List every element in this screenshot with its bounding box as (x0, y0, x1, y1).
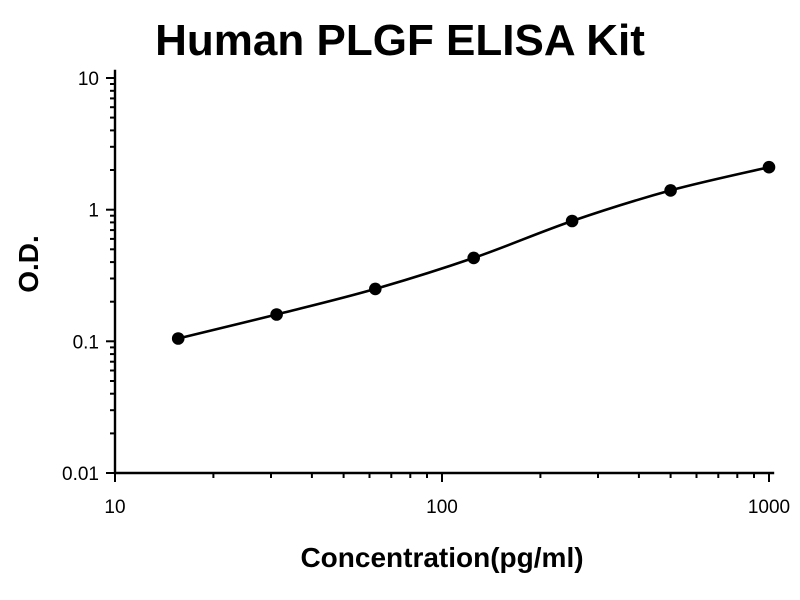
y-tick-label: 1 (88, 201, 99, 222)
data-point (664, 184, 677, 197)
x-tick-label: 1000 (748, 497, 790, 518)
data-point (171, 332, 185, 345)
tick-labels: 0.01 0.1 1 10 10 100 1000 (62, 69, 790, 518)
data-point (762, 160, 776, 174)
data-point (270, 308, 283, 321)
y-tick-label: 0.1 (73, 332, 99, 353)
x-axis-label: Concentration(pg/ml) (300, 542, 584, 573)
chart-title: Human PLGF ELISA Kit (155, 16, 645, 65)
y-tick-label: 10 (78, 69, 99, 90)
data-point (565, 214, 579, 228)
x-tick-label: 100 (426, 497, 458, 518)
data-points (171, 160, 776, 345)
axis-ticks (106, 77, 770, 482)
data-point (369, 282, 382, 296)
axes (113, 69, 775, 475)
data-point (467, 251, 481, 265)
y-tick-label: 0.01 (62, 464, 99, 485)
x-tick-label: 10 (104, 497, 125, 518)
